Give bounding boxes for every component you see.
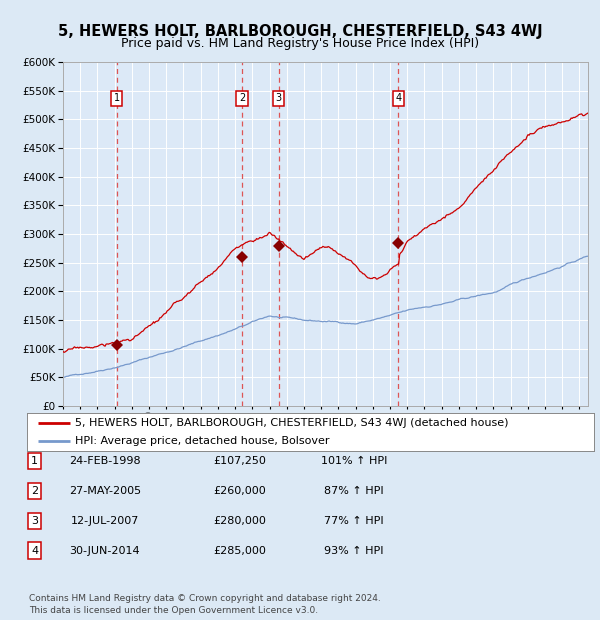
Text: 2: 2 [31, 486, 38, 496]
Text: £280,000: £280,000 [214, 516, 266, 526]
Text: 77% ↑ HPI: 77% ↑ HPI [324, 516, 384, 526]
Text: 27-MAY-2005: 27-MAY-2005 [69, 486, 141, 496]
Text: 2: 2 [239, 93, 245, 103]
Text: 4: 4 [31, 546, 38, 556]
Text: 1: 1 [31, 456, 38, 466]
Text: Contains HM Land Registry data © Crown copyright and database right 2024.
This d: Contains HM Land Registry data © Crown c… [29, 594, 380, 615]
Text: 24-FEB-1998: 24-FEB-1998 [69, 456, 141, 466]
Text: 5, HEWERS HOLT, BARLBOROUGH, CHESTERFIELD, S43 4WJ (detached house): 5, HEWERS HOLT, BARLBOROUGH, CHESTERFIEL… [75, 418, 509, 428]
Text: 93% ↑ HPI: 93% ↑ HPI [324, 546, 384, 556]
Text: 87% ↑ HPI: 87% ↑ HPI [324, 486, 384, 496]
Text: 1: 1 [114, 93, 120, 103]
Text: 5, HEWERS HOLT, BARLBOROUGH, CHESTERFIELD, S43 4WJ: 5, HEWERS HOLT, BARLBOROUGH, CHESTERFIEL… [58, 24, 542, 38]
Text: 12-JUL-2007: 12-JUL-2007 [71, 516, 139, 526]
Text: £285,000: £285,000 [214, 546, 266, 556]
Text: 3: 3 [275, 93, 282, 103]
Text: £107,250: £107,250 [214, 456, 266, 466]
Text: £260,000: £260,000 [214, 486, 266, 496]
Text: HPI: Average price, detached house, Bolsover: HPI: Average price, detached house, Bols… [75, 436, 329, 446]
Text: Price paid vs. HM Land Registry's House Price Index (HPI): Price paid vs. HM Land Registry's House … [121, 37, 479, 50]
Text: 4: 4 [395, 93, 401, 103]
Text: 3: 3 [31, 516, 38, 526]
Text: 101% ↑ HPI: 101% ↑ HPI [321, 456, 387, 466]
Text: 30-JUN-2014: 30-JUN-2014 [70, 546, 140, 556]
